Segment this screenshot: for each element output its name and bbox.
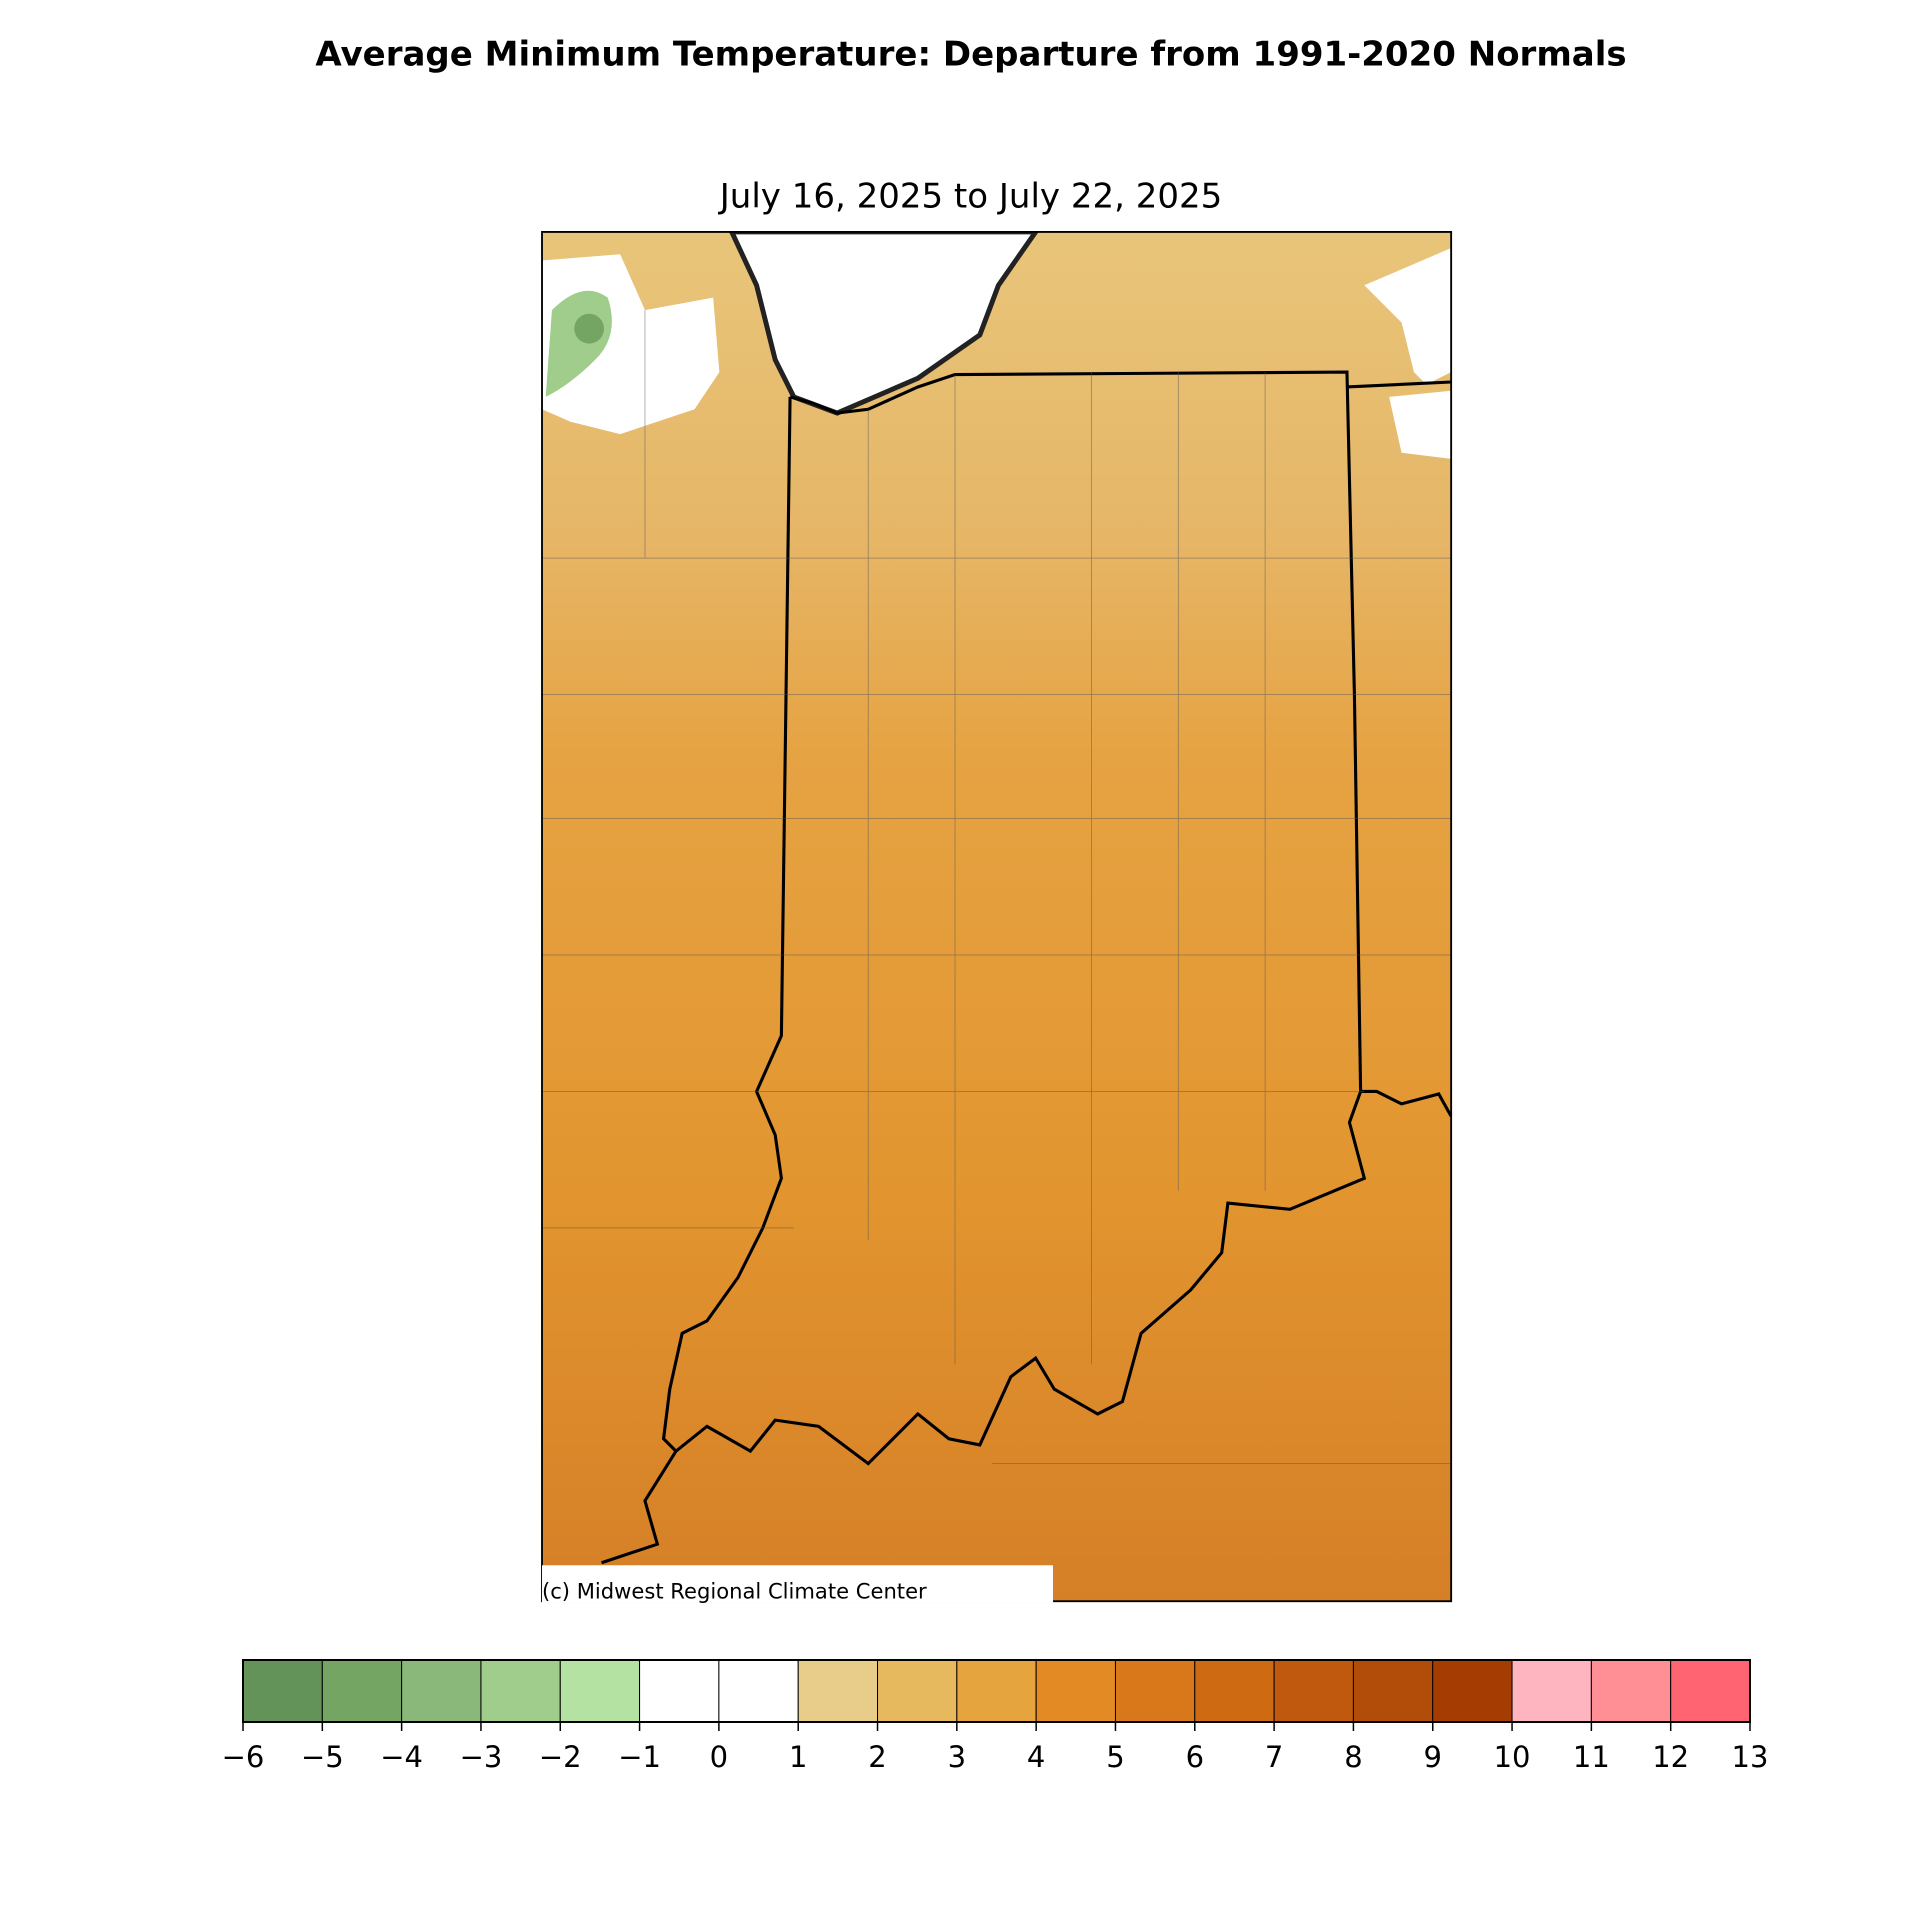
colorbar-bin [242, 1659, 323, 1723]
map-title: Average Minimum Temperature: Departure f… [315, 35, 1626, 75]
state-borders [601, 370, 1452, 1565]
colorbar-tick-label: 12 [1652, 1740, 1689, 1774]
colorbar-bin [639, 1659, 720, 1723]
colorbar-bin [1432, 1659, 1513, 1723]
colorbar-bin [956, 1659, 1037, 1723]
map: (c) Midwest Regional Climate Center [541, 231, 1453, 1604]
near-normal-area [1389, 390, 1452, 459]
colorbar-bin [559, 1659, 641, 1723]
colorbar-tick-label: 4 [1027, 1740, 1045, 1774]
colorbar-tick-label: 13 [1732, 1740, 1769, 1774]
colorbar-tick-label: 11 [1573, 1740, 1610, 1774]
colorbar-tick-label: 7 [1265, 1740, 1283, 1774]
colorbar-tick-label: 0 [710, 1740, 728, 1774]
colorbar-frame [242, 1659, 1751, 1723]
colorbar-tick-label: 1 [789, 1740, 807, 1774]
colorbar-tick-label: 5 [1106, 1740, 1124, 1774]
near-normal-area [1364, 248, 1452, 385]
temperature-field [542, 231, 1452, 1602]
colorbar-bin [1194, 1659, 1275, 1723]
colorbar-tick-label: −1 [618, 1740, 661, 1774]
colorbar-bin [1352, 1659, 1434, 1723]
lake-michigan [729, 231, 1039, 416]
colorbar-bin [877, 1659, 958, 1723]
colorbar-bin [480, 1659, 561, 1723]
county-lines [542, 310, 1452, 1464]
credit: (c) Midwest Regional Climate Center [542, 1579, 927, 1604]
colorbar-bin [401, 1659, 482, 1723]
colorbar-tick-label: −4 [380, 1740, 423, 1774]
colorbar-tick-label: 9 [1424, 1740, 1442, 1774]
colorbar-tick-label: −6 [222, 1740, 265, 1774]
cool-area [574, 313, 605, 344]
colorbar-tick-label: 2 [868, 1740, 886, 1774]
colorbar-tick-label: −3 [460, 1740, 503, 1774]
colorbar-bin [1114, 1659, 1196, 1723]
colorbar-tick-label: 3 [948, 1740, 966, 1774]
colorbar-bin [1670, 1659, 1751, 1723]
credit-box [542, 1565, 1054, 1603]
colorbar-bin [321, 1659, 403, 1723]
colorbar-tick-label: 10 [1494, 1740, 1531, 1774]
colorbar-bin [1035, 1659, 1116, 1723]
colorbar-tick-label: −5 [301, 1740, 344, 1774]
colorbar-bin [718, 1659, 799, 1723]
colorbar-bin [1273, 1659, 1354, 1723]
colorbar-tick-label: 6 [1186, 1740, 1204, 1774]
colorbar: −6 −5 −4 −3 −2 −1 0 1 2 3 4 5 6 7 8 9 10 11 12 13 [222, 1659, 1769, 1774]
colorbar-bin [797, 1659, 879, 1723]
colorbar-tick-label: 8 [1344, 1740, 1362, 1774]
colorbar-bin [1511, 1659, 1592, 1723]
colorbar-bin [1590, 1659, 1672, 1723]
map-subtitle: July 16, 2025 to July 22, 2025 [718, 177, 1222, 217]
colorbar-tick-label: −2 [539, 1740, 582, 1774]
